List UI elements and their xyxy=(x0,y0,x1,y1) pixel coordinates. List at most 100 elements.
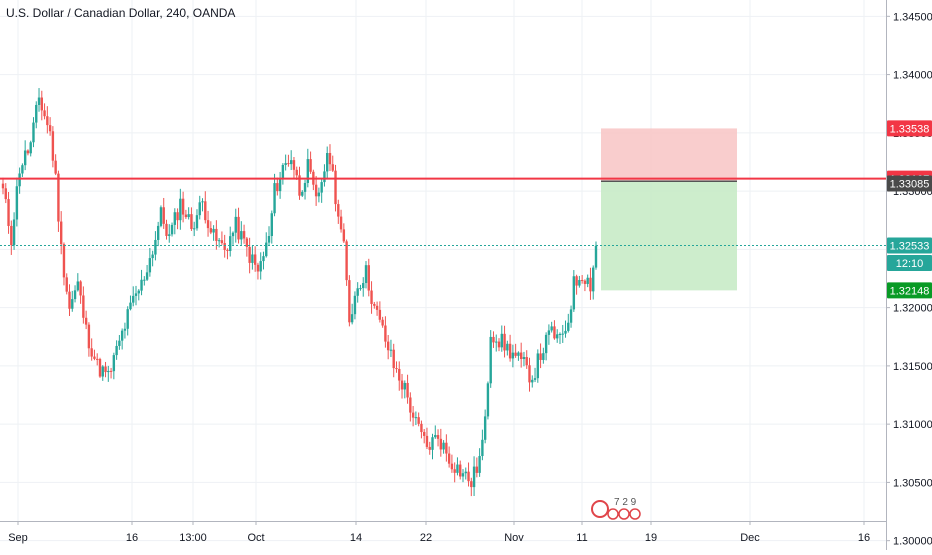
candle-body xyxy=(517,352,520,356)
candle-body xyxy=(37,97,41,105)
candle-body xyxy=(137,290,140,294)
candle-body xyxy=(544,334,548,354)
logo-text: 7 2 9 xyxy=(614,497,637,508)
x-tick-label: Nov xyxy=(504,532,524,544)
candle-body xyxy=(511,352,515,359)
candle-body xyxy=(572,276,576,310)
target-price-label-bg xyxy=(887,282,932,299)
candle-body xyxy=(326,153,329,172)
candle-body xyxy=(193,228,196,230)
candle-body xyxy=(464,471,467,474)
candle-body xyxy=(18,173,21,187)
candle-body xyxy=(362,283,365,289)
candle-body xyxy=(126,309,129,329)
candle-body xyxy=(470,481,473,488)
candle-body xyxy=(508,343,512,359)
candle-body xyxy=(411,412,415,418)
candle-body xyxy=(187,214,190,218)
grid xyxy=(0,0,886,542)
position-zones xyxy=(601,128,737,291)
candle-body xyxy=(96,358,99,360)
candle-body xyxy=(198,202,201,216)
candle-body xyxy=(475,466,479,473)
candle-body xyxy=(503,333,506,351)
candle-body xyxy=(328,153,332,165)
x-tick-label: Dec xyxy=(740,532,760,544)
candle-body xyxy=(170,224,174,235)
candle-body xyxy=(287,163,290,165)
candle-body xyxy=(531,379,534,383)
candle-body xyxy=(93,356,96,359)
take-profit-zone xyxy=(601,181,737,291)
candle-body xyxy=(500,333,503,348)
candle-body xyxy=(337,204,340,217)
candle-body xyxy=(209,228,213,233)
candle-body xyxy=(151,254,154,259)
candle-body xyxy=(567,322,570,331)
candle-body xyxy=(101,366,104,377)
candle-body xyxy=(434,435,437,438)
candle-body xyxy=(7,199,10,226)
candle-body xyxy=(542,353,545,360)
y-tick-label: 1.32000 xyxy=(893,303,932,315)
candle-body xyxy=(76,281,80,291)
candle-body xyxy=(10,225,13,246)
x-tick-label: 14 xyxy=(350,532,362,544)
candle-body xyxy=(320,182,323,193)
y-tick-label: 1.31500 xyxy=(893,361,932,373)
candle-body xyxy=(262,256,265,262)
candle-body xyxy=(115,345,118,356)
candle-body xyxy=(231,232,235,237)
candle-body xyxy=(381,319,384,326)
candle-body xyxy=(21,165,24,174)
candle-body xyxy=(234,216,237,233)
logo-circle-2 xyxy=(618,508,630,520)
candle-body xyxy=(447,453,451,464)
candle-body xyxy=(35,104,38,123)
candle-body xyxy=(129,302,132,310)
candle-body xyxy=(259,261,262,272)
candle-body xyxy=(398,368,401,381)
candle-body xyxy=(206,220,210,229)
candle-body xyxy=(589,277,592,292)
candle-body xyxy=(284,163,287,165)
candle-body xyxy=(140,279,143,291)
candle-body xyxy=(525,357,528,366)
candle-body xyxy=(519,352,523,360)
candle-body xyxy=(370,290,373,304)
x-tick-label: 13:00 xyxy=(179,532,207,544)
candle-body xyxy=(15,186,19,220)
candle-body xyxy=(165,223,168,236)
candle-body xyxy=(334,170,337,205)
candle-body xyxy=(306,159,310,183)
y-tick-label: 1.34500 xyxy=(893,11,932,23)
candle-body xyxy=(561,333,564,335)
candle-body xyxy=(173,212,177,225)
candle-body xyxy=(40,97,43,111)
candle-body xyxy=(59,221,63,245)
candle-body xyxy=(220,240,224,244)
candle-body xyxy=(1,183,5,189)
candle-body xyxy=(48,125,52,132)
stop-price-label: 1.33538 xyxy=(890,123,930,135)
target-price-label: 1.32148 xyxy=(890,285,930,297)
candle-body xyxy=(317,192,321,197)
y-tick-label: 1.31000 xyxy=(893,419,932,431)
candle-body xyxy=(267,236,271,243)
stop-loss-zone xyxy=(601,128,737,182)
candle-body xyxy=(301,191,304,196)
candle-body xyxy=(143,279,146,281)
candle-body xyxy=(558,333,562,335)
candle-body xyxy=(456,464,459,473)
candle-body xyxy=(51,131,55,161)
candle-body xyxy=(270,213,273,237)
candle-body xyxy=(190,214,193,230)
candle-body xyxy=(273,183,276,214)
candle-body xyxy=(245,238,249,247)
candle-body xyxy=(43,110,46,117)
candle-body xyxy=(569,309,573,323)
candle-body xyxy=(594,245,598,268)
candle-body xyxy=(345,241,348,281)
